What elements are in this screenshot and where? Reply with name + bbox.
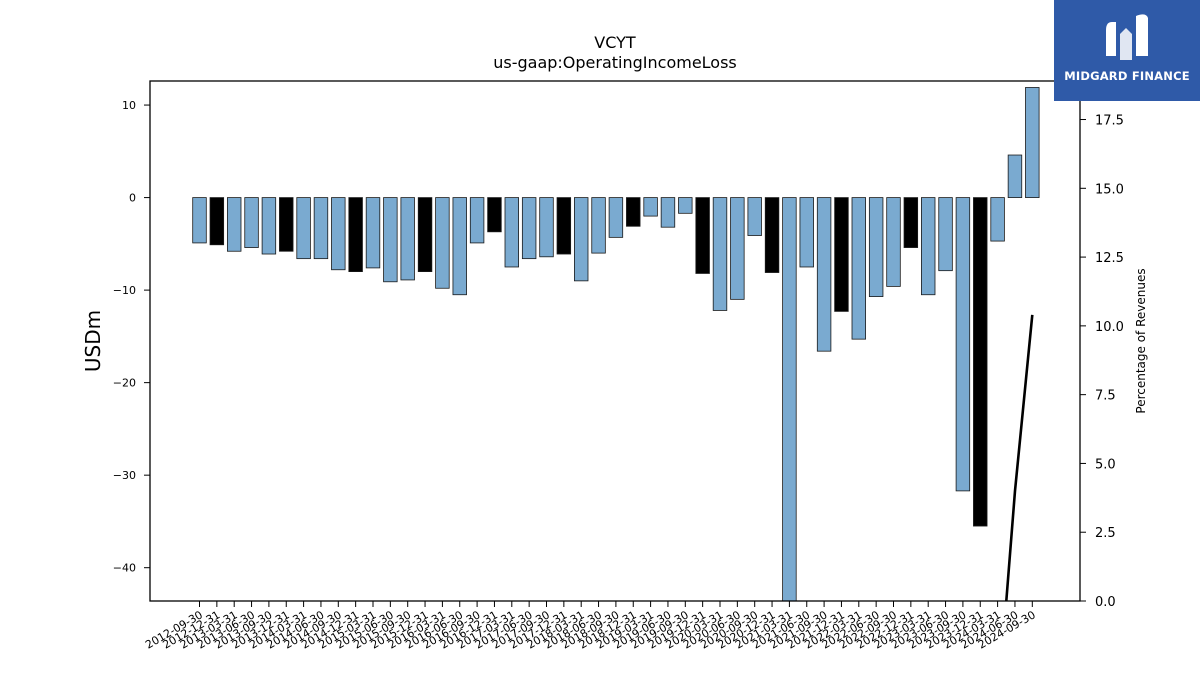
- bar-2019-09-30: [678, 197, 693, 214]
- bar-2013-12-31: [279, 197, 294, 252]
- percentage-line: [1005, 314, 1034, 602]
- bar-2023-06-30: [938, 197, 953, 272]
- bar-2017-06-30: [521, 197, 537, 260]
- bar-2022-06-30: [868, 197, 884, 297]
- y2-tick-label: 5.0: [1095, 457, 1116, 472]
- bar-2021-12-31: [834, 197, 849, 312]
- plot-frame: [149, 80, 1081, 602]
- bar-2024-09-30: [1025, 87, 1040, 198]
- bar-2023-12-31: [973, 197, 988, 527]
- y-tick-label: −10: [113, 284, 136, 297]
- bar-2020-06-30: [730, 197, 745, 300]
- bar-2014-09-30: [331, 197, 346, 271]
- bar-2023-03-31: [921, 197, 936, 296]
- y-tick-label: −20: [113, 377, 136, 390]
- bar-2013-09-30: [261, 197, 277, 255]
- bar-2021-03-31: [782, 197, 797, 602]
- bar-2015-09-30: [400, 197, 415, 281]
- y2-axis-ticks: 0.0 2.5 5.0 7.5 10.0 12.5 15.0 17.5: [1080, 114, 1124, 610]
- bar-2018-03-31: [574, 197, 589, 282]
- bar-2017-09-30: [539, 197, 554, 258]
- bar-2019-06-30: [660, 197, 676, 228]
- y-tick-label: −30: [113, 469, 136, 482]
- bar-2022-12-31: [903, 197, 919, 248]
- y-axis-label: USDm: [81, 310, 105, 372]
- logo-text: MIDGARD FINANCE: [1064, 69, 1190, 83]
- bar-2016-12-31: [487, 197, 502, 233]
- bar-2024-03-31: [990, 197, 1005, 242]
- bar-2018-12-31: [626, 197, 641, 227]
- bar-2020-12-31: [764, 197, 780, 273]
- y-tick-label: 10: [122, 99, 136, 112]
- chart-title: VCYT: [594, 33, 636, 52]
- midgard-finance-logo: MIDGARD FINANCE: [1054, 0, 1200, 101]
- bar-2014-12-31: [348, 197, 363, 273]
- y2-tick-label: 10.0: [1095, 320, 1124, 335]
- bar-2012-09-30: [192, 197, 207, 244]
- chart-subtitle: us-gaap:OperatingIncomeLoss: [493, 53, 737, 72]
- y-tick-label: −40: [113, 562, 136, 575]
- y-tick-label: 0: [129, 192, 136, 205]
- y2-tick-label: 7.5: [1095, 389, 1116, 404]
- bar-2020-03-31: [712, 197, 728, 311]
- bar-2020-09-30: [747, 197, 762, 236]
- y-axis-ticks: 10 0 −10 −20 −30 −40: [113, 99, 150, 575]
- midgard-logo-icon: [1106, 14, 1148, 60]
- bar-2021-09-30: [816, 197, 832, 352]
- bar-2019-12-31: [695, 197, 710, 274]
- y2-tick-label: 15.0: [1095, 182, 1124, 197]
- bar-2021-06-30: [799, 197, 814, 268]
- x-axis-ticks: 2012-09-302012-12-312013-03-312013-06-30…: [143, 601, 1038, 652]
- bar-2017-12-31: [556, 197, 572, 255]
- bar-2016-09-30: [469, 197, 485, 244]
- bar-2015-06-30: [383, 197, 398, 283]
- line-layer: [1005, 314, 1034, 602]
- bar-2018-06-30: [591, 197, 606, 254]
- bar-2017-03-31: [504, 197, 520, 268]
- bar-2022-09-30: [886, 197, 901, 287]
- bar-2014-03-31: [296, 197, 311, 260]
- y2-tick-label: 2.5: [1095, 526, 1116, 541]
- bar-2016-03-31: [435, 197, 450, 289]
- bar-2018-09-30: [608, 197, 624, 238]
- bar-2012-12-31: [209, 197, 225, 246]
- bar-2013-03-31: [226, 197, 242, 252]
- y2-tick-label: 12.5: [1095, 251, 1124, 266]
- y2-tick-label: 0.0: [1095, 595, 1116, 610]
- bar-2015-12-31: [417, 197, 433, 273]
- bar-2023-09-30: [955, 197, 971, 492]
- y2-axis-label: Percentage of Revenues: [1134, 268, 1148, 413]
- bar-2019-03-31: [643, 197, 658, 217]
- bar-2016-06-30: [452, 197, 467, 296]
- bar-2013-06-30: [244, 197, 259, 248]
- bar-2024-06-30: [1007, 154, 1023, 198]
- bar-2015-03-31: [365, 197, 381, 269]
- bar-2014-06-30: [313, 197, 329, 260]
- y2-tick-label: 17.5: [1095, 114, 1124, 129]
- bar-2022-03-31: [851, 197, 867, 340]
- bars: [192, 87, 1040, 602]
